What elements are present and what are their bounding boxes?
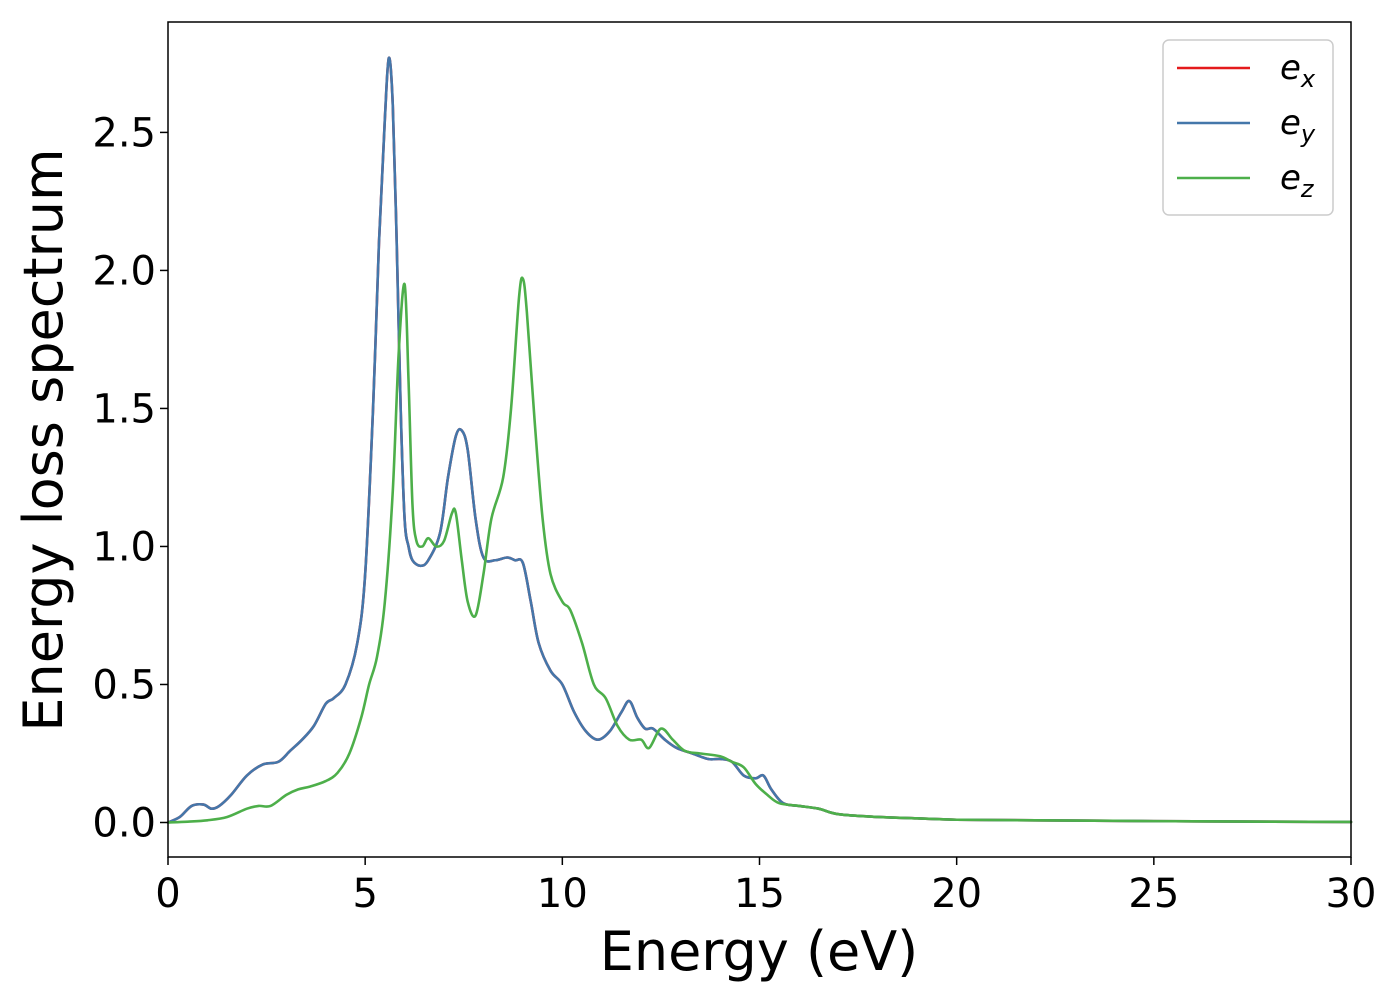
legend-label-subscript: y	[1300, 120, 1316, 148]
y-tick-label: 0.0	[92, 800, 156, 846]
y-tick-label: 1.0	[92, 524, 156, 570]
legend-label-z: ez	[1280, 158, 1315, 203]
y-axis-title: Energy loss spectrum	[12, 148, 75, 731]
y-tick-label: 2.5	[92, 110, 156, 156]
legend-label-x: ex	[1280, 48, 1316, 93]
x-tick-label: 20	[931, 871, 982, 917]
x-tick-label: 0	[155, 871, 180, 917]
series-line-z	[166, 276, 1353, 824]
x-tick-label: 5	[352, 871, 377, 917]
x-tick-label: 15	[734, 871, 785, 917]
legend-label-base: e	[1280, 103, 1301, 143]
y-tick-label: 1.5	[92, 386, 156, 432]
legend-box	[1162, 39, 1334, 216]
legend-label-subscript: x	[1300, 65, 1316, 93]
series-layer	[166, 56, 1353, 824]
y-axis: 0.0 0.5 1.0 1.5 2.0 2.5	[92, 110, 168, 846]
x-tick-label: 30	[1326, 871, 1377, 917]
x-tick-label: 25	[1128, 871, 1179, 917]
x-axis: 0 5 10 15 20 25 30	[155, 857, 1376, 917]
legend-label-y: ey	[1280, 103, 1316, 148]
x-axis-title: Energy (eV)	[600, 920, 919, 983]
y-tick-label: 0.5	[92, 662, 156, 708]
legend-label-base: e	[1280, 48, 1301, 88]
x-tick-label: 10	[537, 871, 588, 917]
legend-label-subscript: z	[1300, 175, 1315, 203]
y-tick-label: 2.0	[92, 248, 156, 294]
series-line-y	[166, 56, 1353, 824]
legend-label-base: e	[1280, 158, 1301, 198]
